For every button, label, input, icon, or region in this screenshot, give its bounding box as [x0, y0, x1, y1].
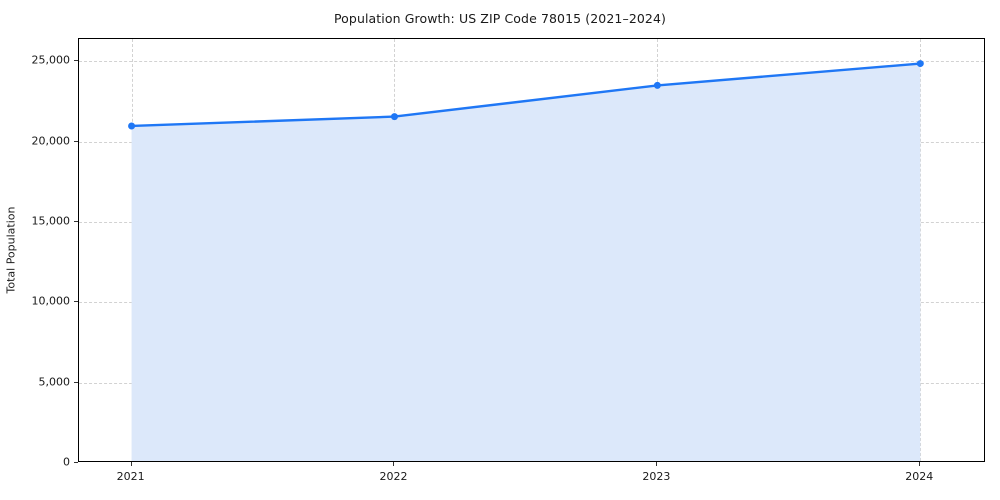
area-fill: [131, 63, 921, 461]
y-tick-mark: [74, 140, 78, 142]
y-tick-mark: [74, 221, 78, 223]
data-point-marker: [653, 81, 661, 89]
x-tick-label: 2022: [379, 470, 408, 483]
plot-area: [78, 38, 985, 462]
series-markers: [128, 60, 924, 130]
data-series-area-line: [128, 60, 924, 461]
y-tick-mark: [74, 462, 78, 463]
y-tick-label: 15,000: [31, 214, 71, 228]
y-tick-mark: [74, 381, 78, 383]
y-tick-label: 5,000: [38, 375, 71, 389]
x-tick-label: 2024: [905, 470, 934, 483]
data-point-marker: [916, 60, 924, 68]
y-tick-label: 10,000: [31, 294, 71, 308]
x-tick-mark: [393, 462, 395, 466]
data-point-marker: [390, 113, 398, 121]
y-tick-label: 20,000: [31, 134, 71, 148]
data-point-marker: [128, 122, 136, 130]
x-tick-mark: [656, 462, 658, 466]
series-line: [130, 62, 922, 128]
y-tick-mark: [74, 301, 78, 303]
x-tick-mark: [130, 462, 132, 466]
y-tick-label: 25,000: [31, 53, 71, 67]
chart-title: Population Growth: US ZIP Code 78015 (20…: [333, 11, 667, 26]
y-tick-label: 0: [63, 455, 70, 469]
x-tick-label: 2021: [116, 470, 145, 483]
x-tick-label: 2023: [642, 470, 671, 483]
x-tick-mark: [919, 462, 921, 466]
y-tick-mark: [74, 60, 78, 62]
